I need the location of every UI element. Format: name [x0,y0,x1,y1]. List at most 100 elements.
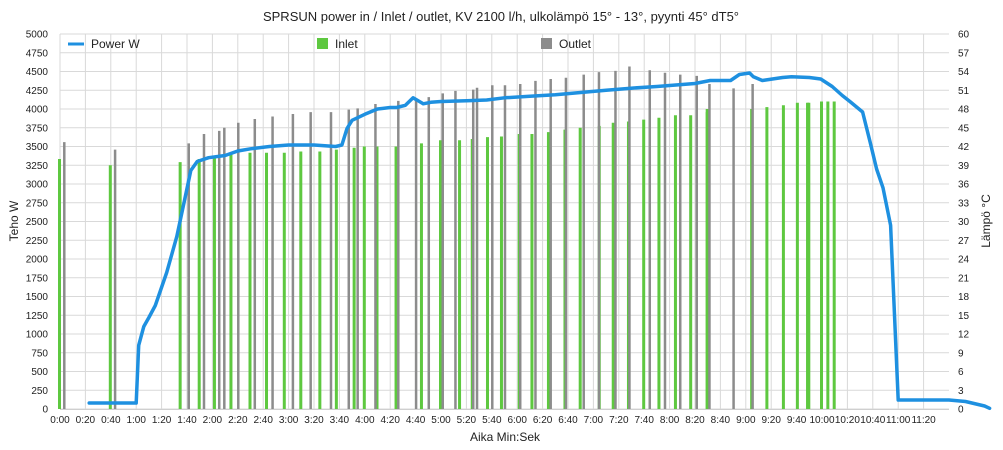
outlet-bar [695,75,698,409]
outlet-bar [628,66,631,409]
right-y-tick-label: 60 [958,30,970,41]
right-y-tick-label: 27 [958,236,970,247]
x-tick-label: 4:20 [380,415,400,426]
outlet-bar [549,79,552,409]
inlet-bar [578,127,582,409]
outlet-bar [374,104,377,409]
left-y-tick-label: 4750 [26,48,49,59]
inlet-bar [318,151,322,409]
inlet-bar [58,159,61,409]
left-y-tick-label: 750 [31,348,48,359]
x-tick-label: 0:00 [50,415,70,426]
left-y-tick-label: 4000 [26,105,49,116]
left-y-tick-label: 500 [31,367,48,378]
right-y-tick-label: 18 [958,292,970,303]
outlet-bar [271,116,274,409]
outlet-bar [471,89,475,409]
chart-title: SPRSUN power in / Inlet / outlet, KV 210… [263,9,739,24]
right-y-tick-label: 45 [958,123,970,134]
inlet-bar [299,151,303,409]
inlet-bar [546,132,550,409]
x-tick-label: 8:00 [660,415,680,426]
right-y-tick-label: 21 [958,273,970,284]
left-y-tick-label: 3500 [26,142,49,153]
inlet-bar [458,140,462,409]
power-line-group [87,71,992,411]
x-tick-label: 7:00 [584,415,604,426]
left-y-tick-label: 1500 [26,292,49,303]
right-y-tick-label: 36 [958,180,970,191]
inlet-bar [362,146,366,409]
x-tick-label: 2:40 [253,415,273,426]
x-tick-label: 1:00 [126,415,146,426]
outlet-bar [751,84,754,409]
outlet-bar [678,74,682,409]
left-y-tick-label: 4250 [26,86,49,97]
inlet-bar [248,152,252,409]
inlet-bar [705,109,709,409]
inlet-bar [499,136,503,409]
x-tick-label: 2:00 [203,415,223,426]
x-tick-label: 3:20 [304,415,324,426]
legend: Power W Inlet Outlet [68,37,592,51]
left-y-tick-label: 2000 [26,255,49,266]
x-tick-label: 0:20 [76,415,96,426]
power-line [87,71,992,411]
left-y-tick-label: 0 [42,405,48,416]
inlet-bar [765,107,769,409]
inlet-bar [673,115,677,409]
inlet-bar [212,155,216,409]
x-tick-label: 5:20 [457,415,477,426]
right-y-tick-label: 51 [958,86,970,97]
x-tick-label: 5:00 [431,415,451,426]
inlet-bar [197,159,201,409]
outlet-bar [534,80,537,409]
inlet-bar [826,101,830,409]
x-tick-label: 8:40 [711,415,731,426]
x-tick-label: 11:20 [911,415,936,426]
outlet-bar [648,70,652,409]
left-y-tick-label: 2500 [26,217,49,228]
outlet-bar [427,97,431,409]
right-y-tick-label: 6 [958,367,964,378]
x-tick-label: 9:20 [761,415,781,426]
inlet-bar [334,149,338,409]
outlet-bar [291,114,295,409]
inlet-bar [689,115,693,409]
inlet-bar [394,146,398,409]
x-tick-label: 10:40 [860,415,885,426]
inlet-bar [352,147,356,409]
outlet-bar [708,84,711,409]
right-y-tick-label: 24 [958,255,970,266]
inlet-bar [419,143,423,409]
outlet-bar [614,70,617,409]
outlet-bar [223,127,226,409]
legend-inlet-swatch [317,38,328,49]
left-y-axis-label: Teho W [7,200,21,241]
left-y-tick-label: 4500 [26,67,49,78]
outlet-bar [237,122,240,409]
inlet-bar [108,165,112,409]
x-tick-label: 7:20 [609,415,629,426]
right-y-tick-label: 15 [958,311,970,322]
right-y-tick-label: 42 [958,142,970,153]
right-y-tick-label: 54 [958,67,970,78]
inlet-bar [530,134,534,409]
inlet-bar [485,137,489,409]
outlet-bar [347,109,351,409]
x-tick-label: 10:20 [835,415,860,426]
outlet-bar [564,77,568,409]
left-y-tick-label: 5000 [26,30,49,41]
right-y-tick-label: 30 [958,217,970,228]
x-tick-label: 8:20 [685,415,705,426]
outlet-bar [582,74,585,409]
outlet-bar [414,99,418,409]
inlet-bar [611,122,615,409]
outlet-bar [454,90,457,409]
x-tick-label: 5:40 [482,415,502,426]
outlet-bar [503,85,507,409]
right-y-tick-label: 57 [958,48,970,59]
inlet-bar [282,152,286,409]
left-y-tick-label: 3000 [26,180,49,191]
